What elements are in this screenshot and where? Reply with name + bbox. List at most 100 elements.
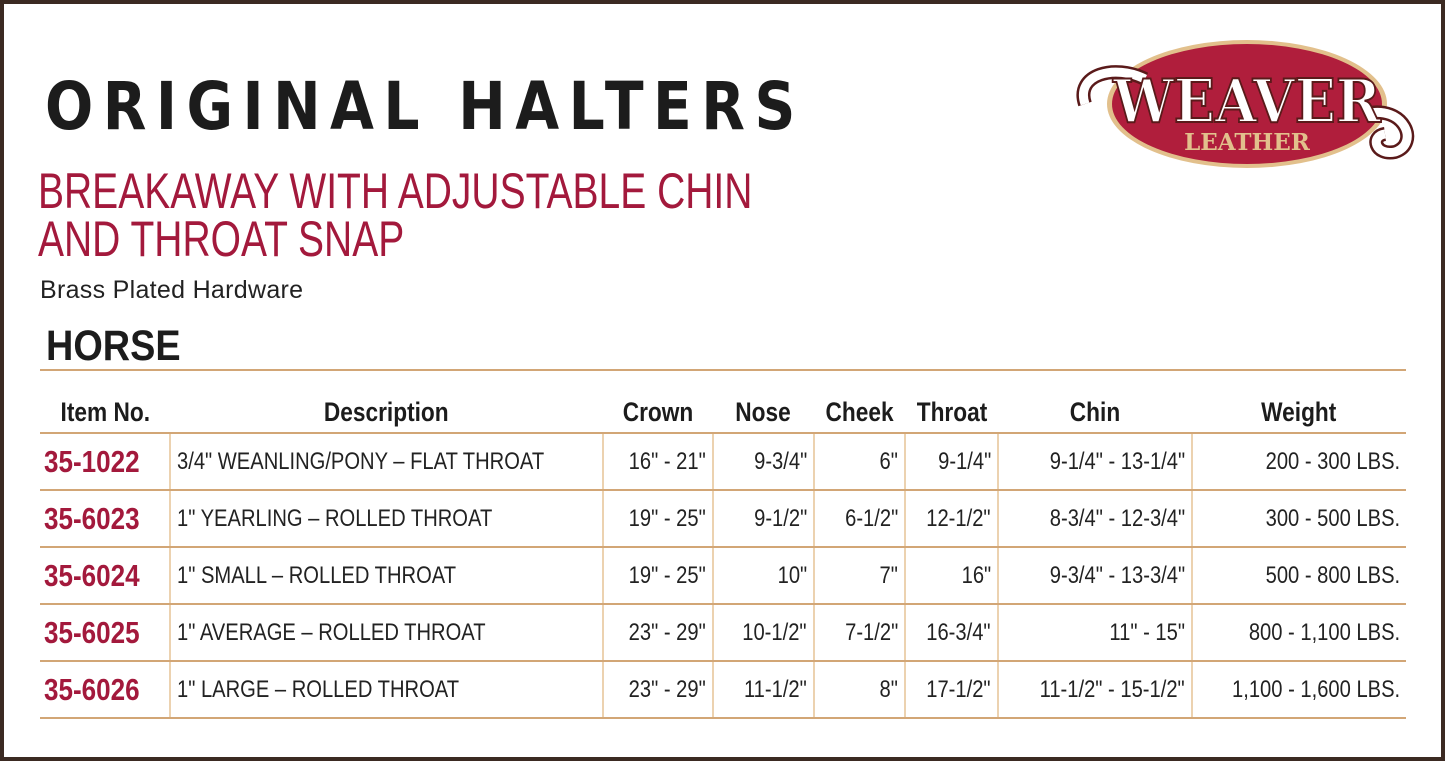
cell-crown: 19" - 25" xyxy=(602,490,713,548)
cell-item-no: 35-6024 xyxy=(40,547,170,605)
cell-weight: 800 - 1,100 LBS. xyxy=(1191,604,1406,662)
cell-text: 9-1/2" xyxy=(753,504,807,532)
cell-text: 23" - 29" xyxy=(628,618,706,646)
cell-description: 1" AVERAGE – ROLLED THROAT xyxy=(169,604,603,662)
table-header-row: Item No. Description Crown Nose Cheek Throat C… xyxy=(40,369,1406,434)
cell-throat: 9-1/4" xyxy=(904,433,998,491)
cell-text: 11" - 15" xyxy=(1109,618,1185,646)
column-header-label: Weight xyxy=(1261,397,1337,427)
cell-weight: 500 - 800 LBS. xyxy=(1191,547,1406,605)
cell-text: 3/4" WEANLING/PONY – FLAT THROAT xyxy=(177,447,545,475)
table-row: 35-6025 1" AVERAGE – ROLLED THROAT 23" - 2… xyxy=(40,604,1406,662)
cell-chin: 11" - 15" xyxy=(997,604,1192,662)
cell-text: 1" YEARLING – ROLLED THROAT xyxy=(177,504,493,532)
column-header-crown: Crown xyxy=(603,369,713,434)
cell-description: 1" LARGE – ROLLED THROAT xyxy=(169,661,603,719)
table-row: 35-6026 1" LARGE – ROLLED THROAT 23" - 29"… xyxy=(40,661,1406,719)
column-header-label: Nose xyxy=(735,397,792,427)
cell-text: 7" xyxy=(879,561,898,589)
cell-cheek: 7" xyxy=(813,547,905,605)
cell-text: 9-3/4" xyxy=(753,447,807,475)
cell-text: 300 - 500 LBS. xyxy=(1265,504,1400,532)
column-header-throat: Throat xyxy=(905,369,998,434)
cell-text: 19" - 25" xyxy=(628,561,706,589)
svg-text:WEAVER: WEAVER xyxy=(1112,66,1381,136)
column-header-label: Item No. xyxy=(60,397,150,427)
cell-text: 800 - 1,100 LBS. xyxy=(1248,618,1400,646)
hardware-note: Brass Plated Hardware xyxy=(40,276,304,304)
cell-chin: 11-1/2" - 15-1/2" xyxy=(997,661,1192,719)
column-header-chin: Chin xyxy=(998,369,1192,434)
cell-chin: 9-3/4" - 13-3/4" xyxy=(997,547,1192,605)
column-header-cheek: Cheek xyxy=(814,369,905,434)
page-title: ORIGINAL HALTERS xyxy=(45,68,805,145)
table-row: 35-1022 3/4" WEANLING/PONY – FLAT THROAT 1… xyxy=(40,433,1406,491)
column-header-label: Chin xyxy=(1069,397,1121,427)
cell-cheek: 8" xyxy=(813,661,905,719)
cell-text: 12-1/2" xyxy=(926,504,991,532)
cell-crown: 16" - 21" xyxy=(602,433,713,491)
cell-chin: 9-1/4" - 13-1/4" xyxy=(997,433,1192,491)
cell-nose: 10" xyxy=(712,547,814,605)
cell-text: 19" - 25" xyxy=(628,504,706,532)
cell-text: 8-3/4" - 12-3/4" xyxy=(1049,504,1185,532)
cell-item-no: 35-6026 xyxy=(40,661,170,719)
cell-text: 11-1/2" xyxy=(744,675,807,703)
cell-text: 200 - 300 LBS. xyxy=(1265,447,1400,475)
cell-nose: 9-3/4" xyxy=(712,433,814,491)
cell-text: 16" - 21" xyxy=(628,447,706,475)
cell-nose: 10-1/2" xyxy=(712,604,814,662)
cell-text: 1" AVERAGE – ROLLED THROAT xyxy=(177,618,486,646)
cell-throat: 16" xyxy=(904,547,998,605)
column-header-label: Throat xyxy=(916,397,987,427)
cell-text: 35-6024 xyxy=(44,557,140,593)
halter-size-table: Item No. Description Crown Nose Cheek Throat C… xyxy=(40,369,1406,719)
cell-cheek: 6" xyxy=(813,433,905,491)
cell-text: 6-1/2" xyxy=(844,504,898,532)
cell-item-no: 35-6025 xyxy=(40,604,170,662)
cell-cheek: 7-1/2" xyxy=(813,604,905,662)
cell-crown: 23" - 29" xyxy=(602,661,713,719)
cell-text: 35-6025 xyxy=(44,614,140,650)
cell-description: 1" YEARLING – ROLLED THROAT xyxy=(169,490,603,548)
cell-description: 1" SMALL – ROLLED THROAT xyxy=(169,547,603,605)
cell-text: 35-6023 xyxy=(44,500,140,536)
cell-weight: 1,100 - 1,600 LBS. xyxy=(1191,661,1406,719)
cell-chin: 8-3/4" - 12-3/4" xyxy=(997,490,1192,548)
cell-crown: 19" - 25" xyxy=(602,547,713,605)
cell-text: 7-1/2" xyxy=(844,618,898,646)
cell-text: 16" xyxy=(961,561,991,589)
subtitle-line-2: AND THROAT SNAP xyxy=(38,211,405,267)
cell-text: 10-1/2" xyxy=(742,618,807,646)
svg-text:LEATHER: LEATHER xyxy=(1184,129,1311,156)
cell-throat: 17-1/2" xyxy=(904,661,998,719)
section-heading: HORSE xyxy=(46,322,181,370)
cell-nose: 9-1/2" xyxy=(712,490,814,548)
cell-text: 16-3/4" xyxy=(926,618,991,646)
cell-text: 9-1/4" xyxy=(937,447,991,475)
table-row: 35-6024 1" SMALL – ROLLED THROAT 19" - 25"… xyxy=(40,547,1406,605)
cell-text: 11-1/2" - 15-1/2" xyxy=(1039,675,1185,703)
weaver-leather-logo: WEAVER LEATHER xyxy=(1076,40,1415,168)
cell-throat: 12-1/2" xyxy=(904,490,998,548)
cell-description: 3/4" WEANLING/PONY – FLAT THROAT xyxy=(169,433,603,491)
cell-text: 23" - 29" xyxy=(628,675,706,703)
subtitle-line-1: BREAKAWAY WITH ADJUSTABLE CHIN xyxy=(38,163,753,219)
cell-throat: 16-3/4" xyxy=(904,604,998,662)
column-header-description: Description xyxy=(170,369,603,434)
cell-text: 9-1/4" - 13-1/4" xyxy=(1049,447,1185,475)
cell-text: 1,100 - 1,600 LBS. xyxy=(1231,675,1400,703)
column-header-weight: Weight xyxy=(1192,369,1406,434)
column-header-nose: Nose xyxy=(713,369,814,434)
column-header-item-no: Item No. xyxy=(40,369,170,434)
cell-crown: 23" - 29" xyxy=(602,604,713,662)
cell-text: 10" xyxy=(777,561,807,589)
cell-text: 35-1022 xyxy=(44,443,140,479)
cell-text: 1" LARGE – ROLLED THROAT xyxy=(177,675,460,703)
column-header-label: Crown xyxy=(622,397,694,427)
cell-text: 6" xyxy=(879,447,898,475)
cell-item-no: 35-6023 xyxy=(40,490,170,548)
cell-weight: 200 - 300 LBS. xyxy=(1191,433,1406,491)
cell-item-no: 35-1022 xyxy=(40,433,170,491)
